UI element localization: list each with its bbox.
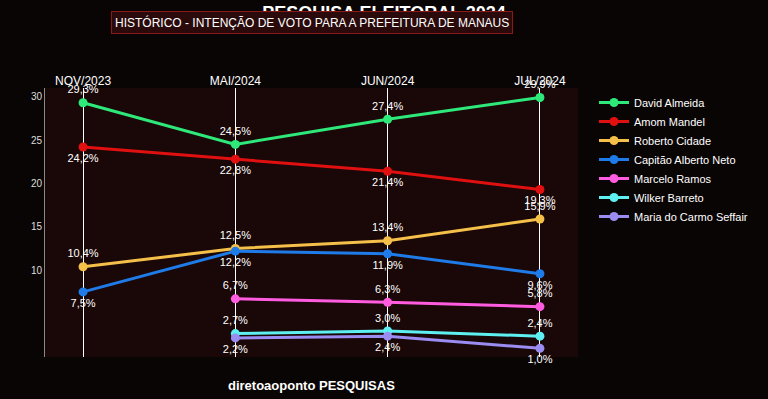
svg-text:19,3%: 19,3% xyxy=(524,194,555,206)
svg-text:PESQUISA ELEITORAL 2024: PESQUISA ELEITORAL 2024 xyxy=(262,3,506,23)
svg-text:25: 25 xyxy=(31,135,43,146)
svg-text:12,2%: 12,2% xyxy=(220,256,251,268)
svg-text:29,9%: 29,9% xyxy=(524,78,555,90)
svg-text:Marcelo Ramos: Marcelo Ramos xyxy=(634,173,712,185)
svg-text:12,5%: 12,5% xyxy=(220,229,251,241)
svg-text:15,9%: 15,9% xyxy=(524,200,555,212)
svg-text:JUL/2024: JUL/2024 xyxy=(514,74,566,88)
svg-text:21,4%: 21,4% xyxy=(372,176,403,188)
svg-text:Capitão Alberto Neto: Capitão Alberto Neto xyxy=(634,154,736,166)
svg-text:2,7%: 2,7% xyxy=(223,314,248,326)
svg-text:MAI/2024: MAI/2024 xyxy=(210,74,262,88)
svg-text:15: 15 xyxy=(31,221,43,232)
svg-text:29,3%: 29,3% xyxy=(67,83,98,95)
svg-text:30: 30 xyxy=(31,91,43,102)
svg-text:6,3%: 6,3% xyxy=(375,283,400,295)
svg-text:3,0%: 3,0% xyxy=(375,312,400,324)
svg-text:JUN/2024: JUN/2024 xyxy=(361,74,415,88)
svg-text:NOV/2023: NOV/2023 xyxy=(55,74,111,88)
svg-text:27,4%: 27,4% xyxy=(372,100,403,112)
svg-text:diretoaoponto PESQUISAS: diretoaoponto PESQUISAS xyxy=(228,378,395,393)
svg-text:22,8%: 22,8% xyxy=(220,164,251,176)
svg-text:5,8%: 5,8% xyxy=(527,287,552,299)
svg-text:24,2%: 24,2% xyxy=(67,152,98,164)
svg-text:10: 10 xyxy=(31,265,43,276)
svg-text:10,4%: 10,4% xyxy=(67,247,98,259)
svg-text:Wilker Barreto: Wilker Barreto xyxy=(634,192,704,204)
svg-text:Amom Mandel: Amom Mandel xyxy=(634,116,705,128)
svg-text:11,9%: 11,9% xyxy=(372,259,403,271)
svg-text:6,7%: 6,7% xyxy=(223,279,248,291)
svg-text:9,6%: 9,6% xyxy=(527,279,552,291)
svg-text:2,4%: 2,4% xyxy=(375,341,400,353)
svg-text:2,4%: 2,4% xyxy=(527,317,552,329)
svg-text:Roberto Cidade: Roberto Cidade xyxy=(634,135,711,147)
svg-text:13,4%: 13,4% xyxy=(372,221,403,233)
svg-text:24,5%: 24,5% xyxy=(220,125,251,137)
svg-text:20: 20 xyxy=(31,178,43,189)
svg-text:2,2%: 2,2% xyxy=(223,343,248,355)
svg-text:Maria do Carmo Seffair: Maria do Carmo Seffair xyxy=(634,211,748,223)
svg-text:7,5%: 7,5% xyxy=(71,297,96,309)
svg-text:David Almeida: David Almeida xyxy=(634,97,705,109)
svg-text:HISTÓRICO - INTENÇÃO DE VOTO P: HISTÓRICO - INTENÇÃO DE VOTO PARA A PREF… xyxy=(115,15,509,30)
svg-text:1,0%: 1,0% xyxy=(527,353,552,365)
